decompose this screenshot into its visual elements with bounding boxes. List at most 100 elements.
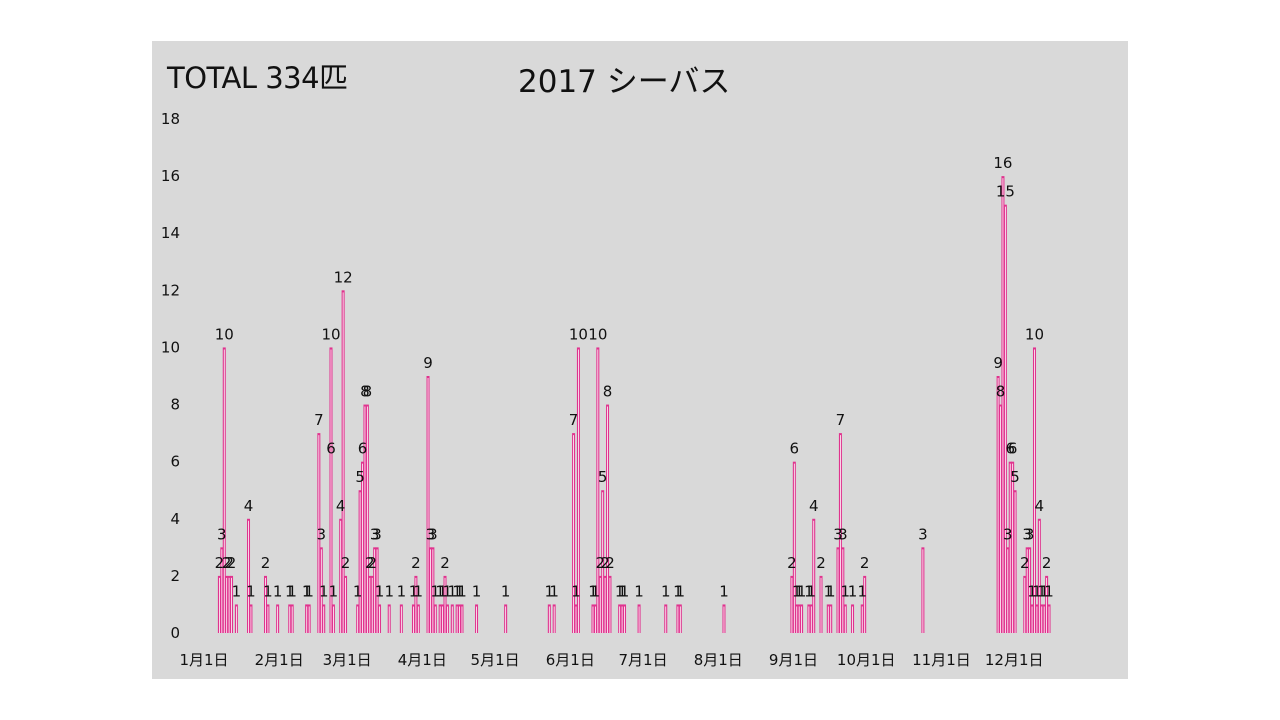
- chart-title: 2017 シーバス: [518, 64, 731, 100]
- data-label: 8: [996, 383, 1006, 401]
- data-label: 5: [355, 468, 365, 486]
- data-label: 3: [217, 525, 227, 543]
- y-tick-label: 16: [161, 167, 180, 185]
- data-label: 10: [321, 325, 340, 343]
- data-label: 9: [993, 354, 1003, 372]
- data-label: 6: [1005, 440, 1015, 458]
- data-label: 1: [302, 582, 312, 600]
- data-label: 1: [375, 582, 385, 600]
- data-label: 1: [792, 582, 802, 600]
- data-label: 1: [287, 582, 297, 600]
- data-label: 1: [452, 582, 462, 600]
- data-label: 2: [1020, 554, 1030, 572]
- data-label: 1: [545, 582, 555, 600]
- total-count-label: TOTAL 334匹: [167, 61, 348, 95]
- data-label: 1: [1027, 582, 1037, 600]
- y-tick-label: 12: [161, 281, 180, 299]
- data-label: 4: [244, 497, 254, 515]
- data-label: 1: [804, 582, 814, 600]
- data-label: 1: [719, 582, 729, 600]
- data-label: 7: [314, 411, 324, 429]
- data-label: 1: [397, 582, 407, 600]
- data-label: 3: [1003, 525, 1013, 543]
- data-label: 1: [438, 582, 448, 600]
- data-label: 1: [794, 582, 804, 600]
- data-label: 1: [285, 582, 295, 600]
- data-label: 3: [372, 525, 382, 543]
- data-label: 3: [918, 525, 928, 543]
- data-label: 10: [215, 325, 234, 343]
- data-label: 1: [807, 582, 817, 600]
- x-tick-label: 7月1日: [619, 651, 668, 669]
- data-label: 1: [661, 582, 671, 600]
- data-label: 2: [411, 554, 421, 572]
- data-label: 2: [367, 554, 377, 572]
- data-label: 10: [1025, 325, 1044, 343]
- x-tick-label: 11月1日: [912, 651, 971, 669]
- x-tick-label: 1月1日: [179, 651, 228, 669]
- data-label: 1: [857, 582, 867, 600]
- data-label: 1: [501, 582, 511, 600]
- data-label: 2: [1042, 554, 1052, 572]
- x-tick-label: 10月1日: [837, 651, 896, 669]
- y-tick-label: 10: [161, 338, 180, 356]
- data-label: 1: [571, 582, 581, 600]
- x-tick-label: 8月1日: [694, 651, 743, 669]
- data-label: 1: [246, 582, 256, 600]
- data-label: 1: [263, 582, 273, 600]
- data-label: 3: [317, 525, 327, 543]
- data-label: 1: [409, 582, 419, 600]
- data-label: 2: [224, 554, 234, 572]
- data-label: 8: [360, 383, 370, 401]
- data-label: 2: [595, 554, 605, 572]
- x-tick-label: 6月1日: [546, 651, 595, 669]
- data-label: 15: [996, 183, 1015, 201]
- x-tick-label: 2月1日: [255, 651, 304, 669]
- data-label: 3: [370, 525, 380, 543]
- data-label: 3: [833, 525, 843, 543]
- data-label: 1: [319, 582, 329, 600]
- data-label: 2: [222, 554, 232, 572]
- data-label: 2: [341, 554, 351, 572]
- data-label: 1: [472, 582, 482, 600]
- data-label: 2: [261, 554, 271, 572]
- chart-panel: [152, 41, 1128, 679]
- data-label: 2: [605, 554, 615, 572]
- data-label: 1: [797, 582, 807, 600]
- data-label: 1: [840, 582, 850, 600]
- data-label: 1: [591, 582, 601, 600]
- data-label: 10: [569, 325, 588, 343]
- data-label: 1: [353, 582, 363, 600]
- data-label: 3: [428, 525, 438, 543]
- y-tick-label: 4: [170, 510, 180, 528]
- data-label: 2: [365, 554, 375, 572]
- data-label: 12: [334, 268, 353, 286]
- x-tick-label: 9月1日: [769, 651, 818, 669]
- data-label: 4: [336, 497, 346, 515]
- data-label: 5: [1010, 468, 1020, 486]
- data-label: 3: [838, 525, 848, 543]
- data-label: 1: [634, 582, 644, 600]
- data-label: 8: [363, 383, 373, 401]
- data-label: 4: [1035, 497, 1045, 515]
- data-label: 1: [1039, 582, 1049, 600]
- data-label: 4: [809, 497, 819, 515]
- data-label: 6: [326, 440, 336, 458]
- data-label: 1: [615, 582, 625, 600]
- data-label: 1: [435, 582, 445, 600]
- y-tick-label: 8: [170, 396, 180, 414]
- data-label: 5: [598, 468, 608, 486]
- data-label: 2: [816, 554, 826, 572]
- x-tick-label: 3月1日: [323, 651, 372, 669]
- data-label: 7: [836, 411, 846, 429]
- data-label: 1: [1032, 582, 1042, 600]
- data-label: 3: [1025, 525, 1035, 543]
- x-tick-label: 12月1日: [985, 651, 1044, 669]
- y-tick-label: 18: [161, 110, 180, 128]
- x-tick-label: 4月1日: [398, 651, 447, 669]
- data-label: 6: [358, 440, 368, 458]
- data-label: 1: [384, 582, 394, 600]
- data-label: 1: [676, 582, 686, 600]
- x-tick-label: 5月1日: [471, 651, 520, 669]
